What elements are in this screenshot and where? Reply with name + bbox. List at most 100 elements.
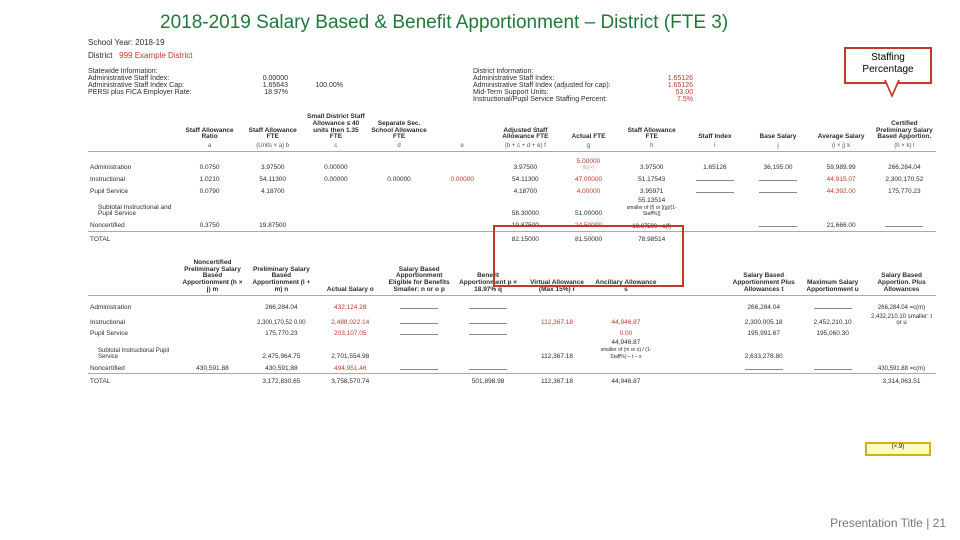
t1h9: Base Salary [746, 113, 809, 142]
r2k: 44,392.00 [810, 185, 873, 197]
r2h: 3.95971 [620, 185, 683, 197]
b3n: 2,475,964.75 [247, 339, 316, 361]
t1s1: a [178, 142, 241, 151]
b1t: 2,300,005.18 [729, 313, 798, 328]
b4m: 430,591.88 [178, 362, 247, 374]
r0c: 0.00000 [304, 158, 367, 174]
b0-lbl: Administration [88, 301, 178, 313]
di-row0-v: 1.65126 [643, 75, 693, 82]
r1l: 2,300,170.52 [873, 173, 936, 185]
b4o: 494,951.46 [316, 362, 385, 374]
b1v: 2,432,210.10 smaller: t or u [867, 313, 936, 328]
b5n: 3,172,830.65 [247, 378, 316, 387]
page-title: 2018-2019 Salary Based & Benefit Apporti… [0, 0, 960, 34]
r5h: 78.98514 [620, 236, 683, 245]
t1h2: Staff Allowance FTE [241, 113, 304, 142]
r5g: 81.50000 [557, 236, 620, 245]
b5-lbl: TOTAL [88, 378, 178, 387]
r4k: 21,666.00 [810, 219, 873, 231]
callout-line2: Percentage [846, 64, 930, 76]
di-row3-v: 7.5% [643, 96, 693, 103]
b3t: 2,633,278.80 [729, 339, 798, 361]
table-row: Noncertified 0.3750 19.87500 19.87500 24… [88, 219, 936, 231]
t1s11: (i × j) k [810, 142, 873, 151]
b5o: 3,758,570.74 [316, 378, 385, 387]
r1k: 44,915.07 [810, 173, 873, 185]
table-row: Administration 266,284.04 432,124.28 266… [88, 301, 936, 313]
r1h: 51.17543 [620, 173, 683, 185]
t1h7: Staff Allowance FTE [620, 113, 683, 142]
r1f: 54.11300 [494, 173, 557, 185]
r2f: 4.18700 [494, 185, 557, 197]
t2h3: Actual Salary o [316, 259, 385, 296]
r4f: 19.87500 [494, 219, 557, 231]
b2u: 195,060.30 [798, 327, 867, 339]
t1h8: Staff Index [683, 113, 746, 142]
t1h5: Adjusted Staff Allowance FTE [494, 113, 557, 142]
b1q: 112,367.18 [523, 313, 592, 328]
t1h3: Small District Staff Allowance ≤ 40 unit… [304, 113, 367, 142]
table-row: Noncertified 430,591.88 430,591.88 494,9… [88, 362, 936, 374]
t2h6: Virtual Allowance (Max 15%) r [523, 259, 592, 296]
t2h2: Preliminary Salary Based Apportionment (… [247, 259, 316, 296]
b3-lbl: Subtotal Instructional Pupil Service [88, 339, 178, 361]
r4-lbl: Noncertified [88, 219, 178, 231]
r3f: 58.30000 [494, 197, 557, 219]
t1s4: d [367, 142, 430, 151]
t1h4: Separate Sec. School Allowance FTE [367, 113, 430, 142]
sw-row1-v1: 1.65643 [233, 82, 288, 89]
b1-lbl: Instructional [88, 313, 178, 328]
table-row: TOTAL 3,172,830.65 3,758,570.74 501,898.… [88, 378, 936, 387]
di-row2-label: Mid-Term Support Units: [473, 89, 643, 96]
r2g: 4.00000 [557, 185, 620, 197]
district-label: District [88, 51, 112, 60]
staffing-callout: Staffing Percentage [844, 47, 932, 84]
b1o: 2,488,022.14 [316, 313, 385, 328]
t2h11: Salary Based Apportion. Plus Allowances [867, 259, 936, 296]
r1a: 1.0210 [178, 173, 241, 185]
t2h10: Maximum Salary Apportionment u [798, 259, 867, 296]
footer: Presentation Title | 21 [830, 516, 946, 530]
b3rn: smaller of (m or o) / (1-Staff%) – t – s [600, 347, 651, 360]
b1r: 44,946.87 [591, 313, 660, 328]
apportionment-table-1: Staff Allowance Ratio Staff Allowance FT… [88, 113, 936, 245]
t2h1: Noncertified Preliminary Salary Based Ap… [178, 259, 247, 296]
table-row: Pupil Service 175,770.23 203,107.05 0.00… [88, 327, 936, 339]
r0b: 3.97500 [241, 158, 304, 174]
r3h: 55.13514 [638, 197, 665, 204]
b5r: 112,367.18 [523, 378, 592, 387]
r5f: 82.15000 [494, 236, 557, 245]
b3o: 2,701,554.98 [316, 339, 385, 361]
b4v: 430,591.88 =c(m) [867, 362, 936, 374]
t2h7: Ancillary Allowance s [591, 259, 660, 296]
sw-row0-v1: 0.00000 [233, 75, 288, 82]
r3-lbl: Subtotal Instructional and Pupil Service [88, 197, 178, 219]
t2h9: Salary Based Apportionment Plus Allowanc… [729, 259, 798, 296]
b1u: 2,452,210.10 [798, 313, 867, 328]
school-year-label: School Year: [88, 38, 133, 47]
r0gn: 90(+) [583, 165, 595, 171]
r1-lbl: Instructional [88, 173, 178, 185]
r0f: 3.97500 [494, 158, 557, 174]
b2-lbl: Pupil Service [88, 327, 178, 339]
b0v: 266,284.04 =c(m) [867, 301, 936, 313]
t1h11: Certified Preliminary Salary Based Appor… [873, 113, 936, 142]
r0-lbl: Administration [88, 158, 178, 174]
di-row2-v: 53.00 [643, 89, 693, 96]
b4-lbl: Noncertified [88, 362, 178, 374]
t1h1: Staff Allowance Ratio [178, 113, 241, 142]
r4g: 24.50000 [557, 219, 620, 231]
t1s5: e [431, 142, 494, 151]
b5q: 501,898.98 [454, 378, 523, 387]
highlight-box-2: (×.9) [865, 442, 931, 456]
r4a: 0.3750 [178, 219, 241, 231]
t1s9: i [683, 142, 746, 151]
r0j: 36,195.00 [746, 158, 809, 174]
b0o: 432,124.28 [316, 301, 385, 313]
sw-row1-v2: 100.00% [288, 82, 343, 89]
r0i: 1.65126 [683, 158, 746, 174]
t1s12: (h × k) l [873, 142, 936, 151]
callout-tail-inner [886, 80, 898, 94]
callout-line1: Staffing [846, 52, 930, 64]
r0a: 0.0750 [178, 158, 241, 174]
